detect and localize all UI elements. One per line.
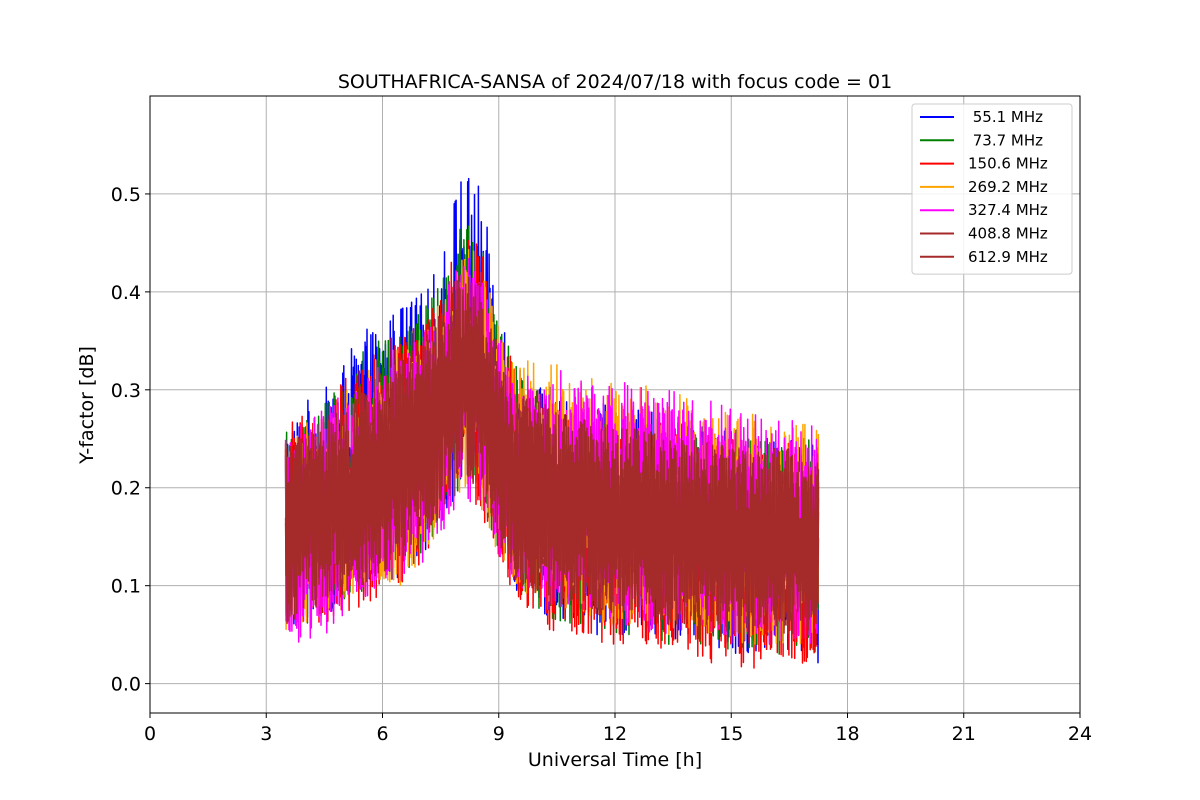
y-tick-label: 0.1 <box>111 576 141 598</box>
y-axis: 0.0 0.1 0.2 0.3 0.4 0.5 <box>111 184 150 696</box>
x-tick-label: 21 <box>952 723 976 745</box>
x-tick-label: 12 <box>603 723 627 745</box>
legend-label: 408.8 MHz <box>968 225 1048 243</box>
chart-title: SOUTHAFRICA-SANSA of 2024/07/18 with foc… <box>338 71 892 93</box>
legend-label: 150.6 MHz <box>968 155 1048 173</box>
series-line <box>284 275 820 635</box>
y-axis-label: Y-factor [dB] <box>76 346 98 465</box>
y-tick-label: 0.5 <box>111 184 141 206</box>
x-tick-label: 24 <box>1068 723 1092 745</box>
x-axis-label: Universal Time [h] <box>528 749 702 771</box>
legend-label: 612.9 MHz <box>968 248 1048 266</box>
plot-area <box>284 177 820 669</box>
x-tick-label: 3 <box>260 723 272 745</box>
legend: 55.1 MHz 73.7 MHz 150.6 MHz 269.2 MHz 327.4… <box>911 103 1073 275</box>
x-tick-label: 6 <box>376 723 388 745</box>
x-axis: 0 3 6 9 12 15 18 21 24 <box>144 713 1092 745</box>
x-tick-label: 18 <box>835 723 859 745</box>
y-tick-label: 0.4 <box>111 282 141 304</box>
legend-label: 73.7 MHz <box>968 131 1043 149</box>
legend-label: 269.2 MHz <box>968 178 1048 196</box>
legend-label: 327.4 MHz <box>968 201 1048 219</box>
legend-label: 55.1 MHz <box>968 108 1043 126</box>
y-tick-label: 0.3 <box>111 380 141 402</box>
x-tick-label: 9 <box>493 723 505 745</box>
x-tick-label: 0 <box>144 723 156 745</box>
y-tick-label: 0.2 <box>111 478 141 500</box>
x-tick-label: 15 <box>719 723 743 745</box>
y-tick-label: 0.0 <box>111 674 141 696</box>
legend-frame <box>911 103 1073 275</box>
